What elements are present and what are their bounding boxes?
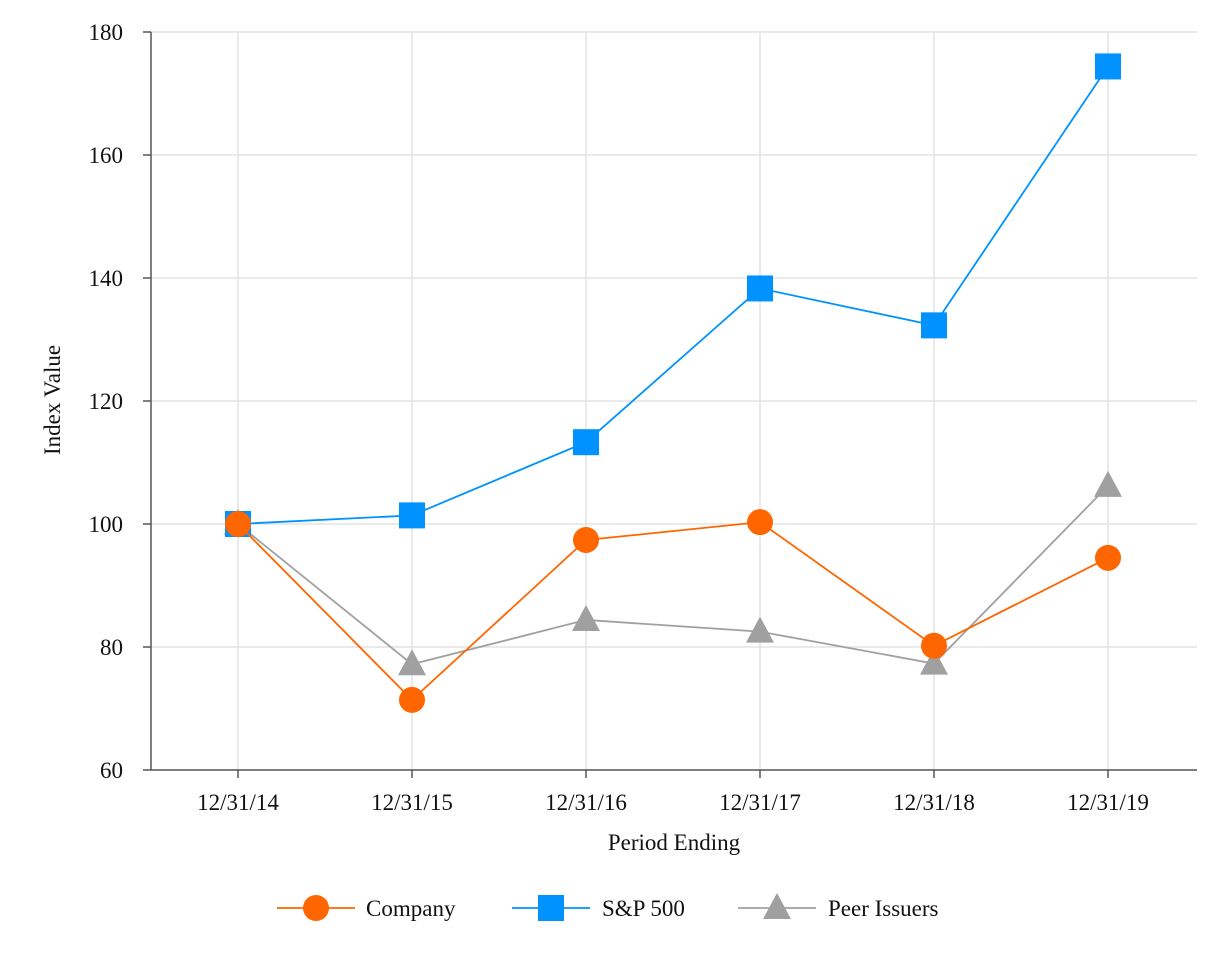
data-point-company [573, 526, 599, 553]
series-line-company [237, 521, 1109, 702]
legend-marker-s-p-500 [538, 895, 564, 921]
x-tick-label: 12/31/14 [197, 790, 279, 815]
x-axis-title: Period Ending [608, 830, 741, 855]
series-company [225, 509, 1121, 713]
data-point-peer-issuers [398, 649, 426, 676]
x-tick-label: 12/31/16 [545, 790, 627, 815]
legend-item-peer-issuers: Peer Issuers [738, 893, 939, 921]
legend-item-s-p-500: S&P 500 [512, 895, 685, 921]
data-point-company [921, 632, 947, 659]
series-s-p-500 [225, 53, 1121, 537]
series-peer-issuers [224, 470, 1122, 676]
data-point-s-p-500 [1095, 53, 1121, 80]
legend-item-company: Company [277, 895, 456, 921]
axes: Period Ending Index Value 60 80 100 120 140 1… [40, 20, 1197, 855]
data-point-s-p-500 [921, 312, 947, 339]
y-tick-label: 180 [89, 20, 124, 45]
y-axis-title: Index Value [40, 345, 65, 455]
data-point-company [399, 686, 425, 713]
data-point-s-p-500 [399, 502, 425, 529]
series-line-peer-issuers [237, 485, 1109, 666]
data-point-peer-issuers [572, 604, 600, 631]
data-point-peer-issuers [746, 616, 774, 643]
data-point-peer-issuers [920, 648, 948, 675]
data-point-company [1095, 544, 1121, 571]
x-tick-label: 12/31/19 [1067, 790, 1149, 815]
legend-marker-peer-issuers [763, 893, 791, 919]
legend-label-s-p-500: S&P 500 [602, 896, 685, 921]
x-tick-label: 12/31/15 [371, 790, 453, 815]
data-point-company [747, 509, 773, 536]
data-point-s-p-500 [747, 275, 773, 302]
series-line-s-p-500 [237, 65, 1109, 525]
y-tick-label: 140 [89, 266, 124, 291]
grid-lines [151, 31, 1197, 770]
x-tick-label: 12/31/18 [893, 790, 975, 815]
data-point-company [225, 511, 251, 537]
data-point-peer-issuers [1094, 470, 1122, 497]
x-tick-label: 12/31/17 [719, 790, 801, 815]
series [224, 53, 1122, 713]
data-point-s-p-500 [573, 429, 599, 456]
y-tick-label: 60 [100, 758, 123, 783]
y-tick-label: 160 [89, 143, 124, 168]
legend-label-company: Company [366, 896, 456, 921]
legend-label-peer-issuers: Peer Issuers [828, 896, 939, 921]
legend: Company S&P 500 Peer Issuers [277, 893, 939, 921]
y-tick-label: 80 [100, 635, 123, 660]
legend-marker-company [303, 895, 329, 921]
y-tick-label: 120 [89, 389, 124, 414]
y-tick-label: 100 [89, 512, 124, 537]
